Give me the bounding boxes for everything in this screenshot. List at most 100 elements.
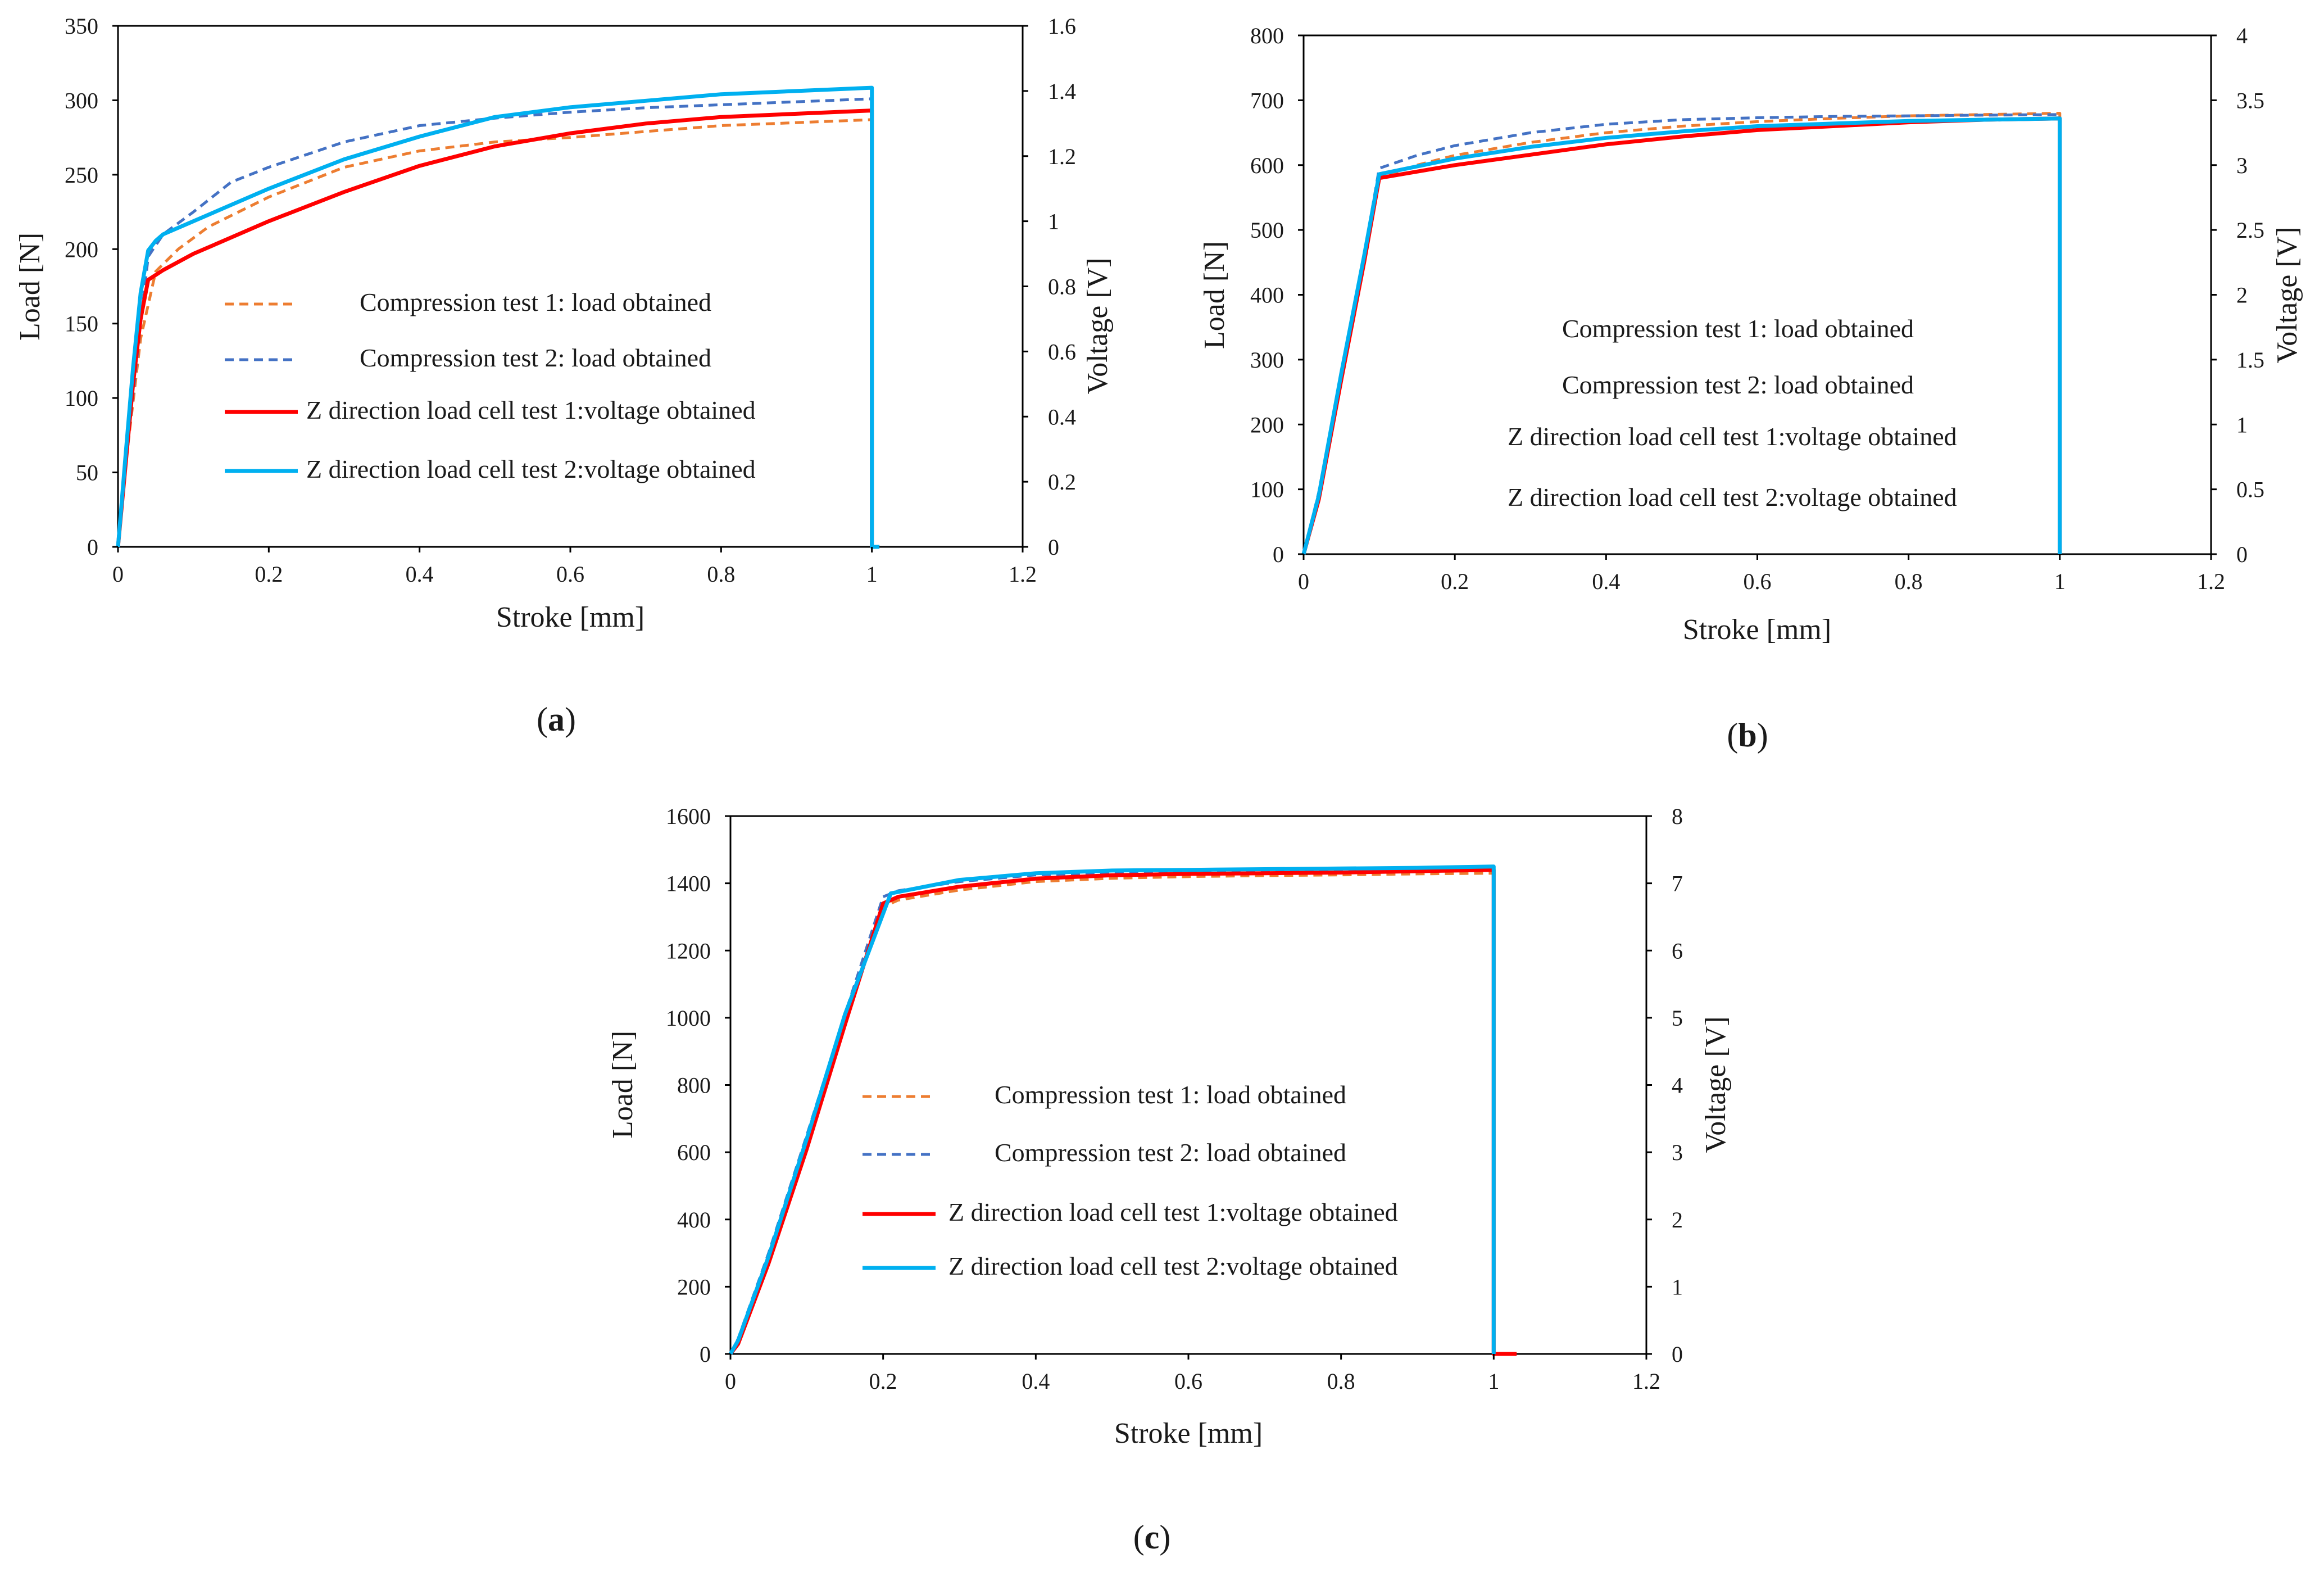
x-axis-label: Stroke [mm]: [1114, 1417, 1263, 1449]
y-tick-label: 600: [1250, 153, 1284, 178]
y-tick-labels: 0 50 100 150 200 250 300 350: [65, 13, 118, 560]
x-tick-label: 0: [725, 1369, 736, 1394]
legend: Compression test 1: load obtained Compres…: [225, 288, 756, 483]
legend: Compression test 1: load obtained Compres…: [1508, 314, 1957, 511]
y2-tick-label: 4: [2236, 23, 2248, 48]
y-tick-label: 400: [1250, 283, 1284, 308]
y2-tick-label: 1: [2236, 412, 2248, 437]
y-tick-label: 1200: [666, 938, 711, 963]
legend-entry-1: Compression test 1: load obtained: [1562, 314, 1914, 343]
legend-entry-2: Compression test 2: load obtained: [360, 343, 711, 372]
y-tick-label: 300: [65, 88, 98, 113]
y-tick-label: 0: [1273, 542, 1284, 567]
series-line-1: [116, 118, 874, 547]
series-line-2: [1302, 113, 2062, 555]
y2-tick-label: 6: [1672, 938, 1683, 963]
y-axis-label: Load [N]: [607, 1031, 639, 1139]
y2-tick-label: 0: [2236, 542, 2248, 567]
y-tick-label: 150: [65, 311, 98, 337]
x-tick-labels: 0 0.2 0.4 0.6 0.8 1 1.2: [725, 1354, 1660, 1394]
y-tick-label: 0: [87, 534, 98, 560]
y2-tick-labels: 0 0.2 0.4 0.6 0.8 1 1.2 1.4 1.6: [1023, 13, 1076, 560]
y-tick-label: 300: [1250, 347, 1284, 373]
y2-tick-label: 1.2: [1048, 144, 1076, 169]
y-tick-label: 600: [677, 1140, 711, 1165]
x-tick-label: 0.4: [1592, 569, 1620, 594]
legend-entry-4: Z direction load cell test 2:voltage obt…: [306, 455, 756, 483]
panel-label: (c): [1133, 1519, 1171, 1556]
y-tick-label: 1400: [666, 871, 711, 896]
y-tick-label: 0: [700, 1342, 711, 1367]
panel-a-chart: 0 0.2 0.4 0.6 0.8 1 1.2 050100150200250300350 …: [14, 13, 1114, 738]
x-tick-labels: 0 0.2 0.4 0.6 0.8 1 1.2: [112, 547, 1037, 587]
y-tick-label: 800: [1250, 23, 1284, 48]
y-tick-labels: 0 100 200 300 400 500 600 700 800: [1250, 23, 1304, 567]
series-line-2: [116, 97, 874, 547]
y-tick-label: 100: [1250, 477, 1284, 502]
y2-tick-label: 2.5: [2236, 218, 2264, 243]
y2-tick-label: 1.6: [1048, 13, 1076, 39]
legend-entry-1: Compression test 1: load obtained: [995, 1080, 1346, 1109]
plot-area-frame: [1302, 34, 2212, 555]
y-tick-label: 50: [76, 460, 98, 486]
data-series-group: [116, 85, 880, 549]
y-tick-label: 200: [677, 1274, 711, 1299]
y2-tick-label: 0.8: [1048, 274, 1076, 300]
x-tick-label: 0.6: [1174, 1369, 1202, 1394]
x-tick-label: 1: [866, 561, 878, 587]
legend-entry-2: Compression test 2: load obtained: [1562, 370, 1914, 399]
y2-tick-label: 4: [1672, 1073, 1683, 1098]
y-tick-labels: 0 200 400 600 800 1000 1200 1400 1600: [666, 804, 730, 1367]
y2-tick-labels: 0 0.5 1 1.5 2 2.5 3 3.5 4: [2211, 23, 2264, 567]
series-line-3: [116, 108, 880, 549]
y2-tick-label: 3: [2236, 153, 2248, 178]
x-axis-label: Stroke [mm]: [496, 601, 644, 633]
y-tick-label: 200: [65, 237, 98, 262]
x-tick-label: 1: [2054, 569, 2066, 594]
y-tick-label: 200: [1250, 412, 1284, 437]
y-tick-label: 1600: [666, 804, 711, 829]
y2-tick-label: 2: [2236, 283, 2248, 308]
y2-tick-label: 8: [1672, 804, 1683, 829]
y2-tick-label: 3: [1672, 1140, 1683, 1165]
y-tick-label: 1000: [666, 1005, 711, 1031]
y2-tick-label: 0: [1048, 534, 1059, 560]
legend-entry-3: Z direction load cell test 1:voltage obt…: [1508, 422, 1957, 451]
y-axis-label: Load [N]: [1199, 241, 1231, 349]
y-tick-label: 700: [1250, 88, 1284, 113]
legend: Compression test 1: load obtained Compres…: [863, 1080, 1398, 1280]
x-tick-label: 0.8: [1327, 1369, 1355, 1394]
x-tick-label: 1.2: [1632, 1369, 1660, 1394]
legend-entry-1: Compression test 1: load obtained: [360, 288, 711, 316]
panel-b-chart: 0 0.2 0.4 0.6 0.8 1 1.2 0 100 200 300 400 500 600 700…: [1199, 23, 2303, 754]
x-tick-label: 0: [1298, 569, 1309, 594]
y2-tick-label: 5: [1672, 1005, 1683, 1031]
series-line-4: [1301, 116, 2062, 555]
x-tick-label: 0.6: [1744, 569, 1772, 594]
x-tick-label: 0.2: [869, 1369, 897, 1394]
y2-tick-label: 1.4: [1048, 79, 1076, 104]
x-tick-label: 0.4: [1022, 1369, 1050, 1394]
y2-tick-labels: 0 1 2 3 4 5 6 7 8: [1646, 804, 1683, 1367]
y2-tick-label: 0.4: [1048, 404, 1076, 429]
x-tick-label: 1: [1488, 1369, 1499, 1394]
y2-tick-label: 7: [1672, 871, 1683, 896]
x-tick-label: 0.2: [1441, 569, 1469, 594]
y-tick-label: 350: [65, 13, 98, 39]
x-tick-labels: 0 0.2 0.4 0.6 0.8 1 1.2: [1298, 554, 2225, 594]
y2-axis-label: Voltage [V]: [1700, 1016, 1732, 1153]
y2-tick-label: 0.2: [1048, 469, 1076, 495]
y2-axis-label: Voltage [V]: [2271, 226, 2303, 363]
data-series-group: [1301, 112, 2062, 555]
y2-axis-label: Voltage [V]: [1082, 257, 1114, 394]
x-axis-label: Stroke [mm]: [1683, 614, 1831, 646]
panel-label: (b): [1727, 717, 1768, 754]
series-line-4: [116, 85, 880, 549]
y2-tick-label: 1: [1672, 1274, 1683, 1299]
y2-tick-label: 0.6: [1048, 339, 1076, 364]
legend-entry-3: Z direction load cell test 1:voltage obt…: [306, 396, 756, 424]
x-tick-label: 1.2: [2197, 569, 2225, 594]
data-series-group: [728, 864, 1517, 1356]
x-tick-label: 0.8: [707, 561, 735, 587]
